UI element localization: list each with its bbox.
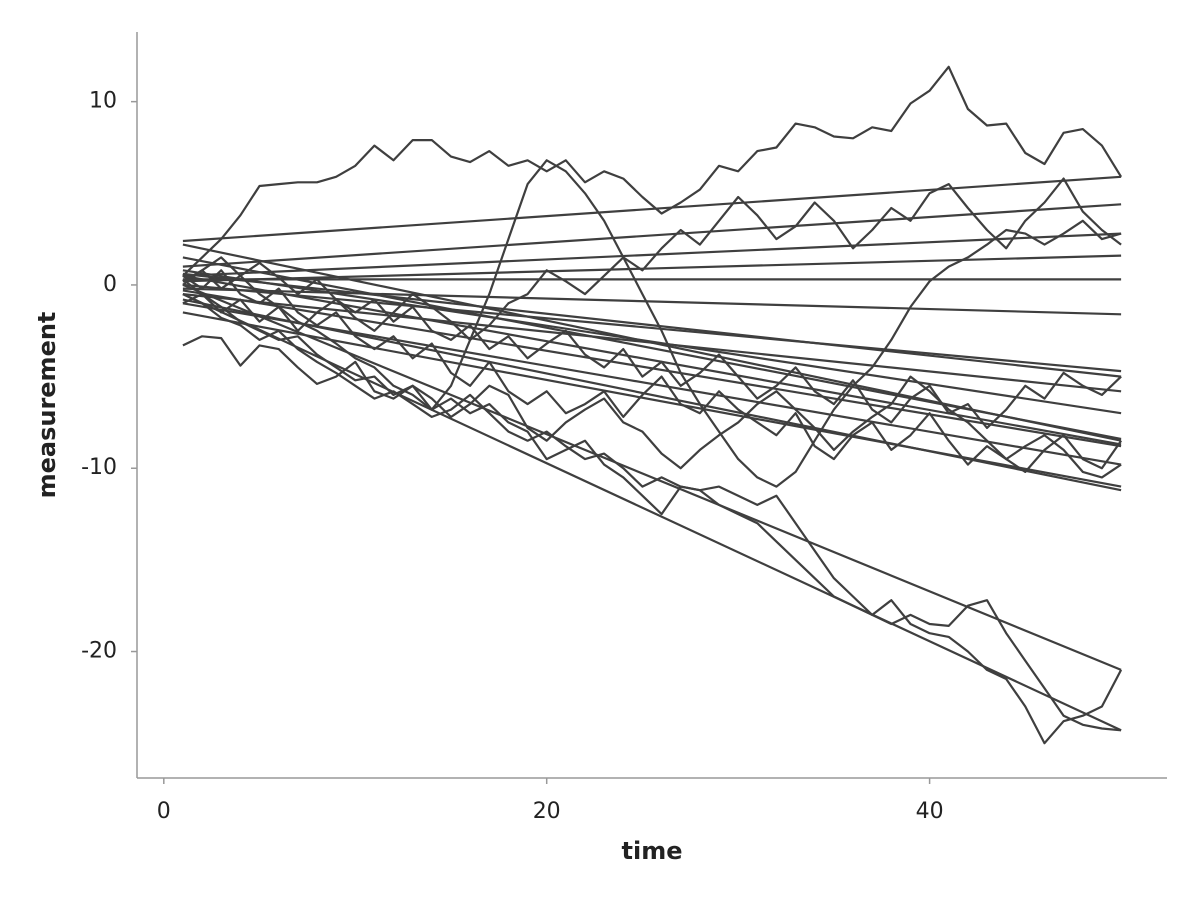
fit-line: [182, 302, 1122, 466]
fit-line: [182, 272, 1122, 378]
fit-line: [182, 232, 1122, 277]
series-line: [182, 261, 1122, 429]
series-line: [182, 177, 1122, 341]
x-tick-label: 20: [533, 799, 561, 824]
x-tick-label: 0: [157, 799, 171, 824]
y-axis-label: measurement: [33, 312, 61, 499]
fit-line: [182, 274, 1122, 446]
y-tick-label: 0: [103, 272, 117, 297]
series-line: [182, 278, 1123, 745]
fit-line: [182, 289, 1122, 448]
y-tick-label: -20: [81, 639, 117, 664]
fit-line: [182, 243, 1122, 442]
y-tick-label: -10: [81, 455, 117, 480]
x-tick-label: 40: [916, 799, 944, 824]
fit-line: [182, 283, 1122, 373]
fit-line: [182, 175, 1122, 243]
x-axis-label: time: [622, 837, 683, 865]
fit-line: [182, 287, 1122, 316]
fit-line: [182, 311, 1122, 488]
series-line: [182, 65, 1123, 277]
fit-line: [182, 203, 1122, 268]
fit-line: [182, 283, 1122, 671]
y-tick-label: 10: [89, 89, 117, 114]
fit-line: [182, 293, 1122, 732]
